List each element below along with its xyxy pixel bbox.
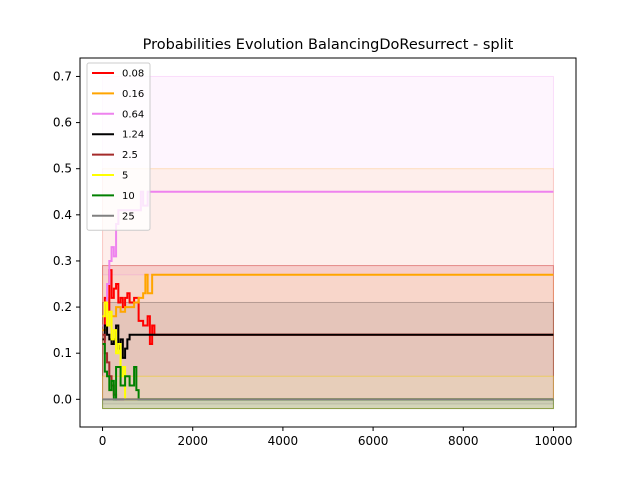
series-line-5 [102,301,554,401]
band-1.24 [102,301,554,410]
y-tick-label: 0.2 [53,300,72,314]
y-tick-label: 0.1 [53,346,72,360]
x-tick-label: 2000 [177,434,208,448]
legend-label: 0.08 [122,69,144,80]
x-tick-label: 6000 [358,434,389,448]
series-line-1.24 [102,324,554,359]
legend-label: 1.24 [122,130,144,141]
series-lines [102,190,554,401]
confidence-bands [102,75,554,410]
band-2.5 [102,265,554,410]
legend-box [86,62,151,231]
chart-title: Probabilities Evolution BalancingDoResur… [143,37,514,53]
y-tick-label: 0.3 [53,254,72,268]
y-tick-label: 0.5 [53,162,72,176]
legend-label: 2.5 [122,150,138,161]
band-0.08 [102,265,554,400]
y-tick-label: 0.4 [53,208,72,222]
x-axis: 0 2000 4000 6000 8000 10000 [99,427,573,448]
series-line-0.08 [102,269,554,345]
legend-label: 5 [122,171,128,182]
legend: 0.08 0.16 0.64 1.24 2.5 5 10 25 [86,62,151,231]
y-tick-label: 0.7 [53,69,72,83]
x-tick-label: 4000 [268,434,299,448]
legend-label: 0.64 [122,109,144,120]
y-tick-label: 0.0 [53,392,72,406]
legend-label: 25 [122,211,135,222]
y-axis: 0.0 0.1 0.2 0.3 0.4 0.5 0.6 0.7 [53,69,80,406]
legend-label: 10 [122,191,135,202]
band-0.16 [102,168,554,377]
band-5 [102,375,554,410]
x-tick-label: 8000 [448,434,479,448]
y-tick-label: 0.6 [53,116,72,130]
band-0.64 [102,75,554,276]
legend-label: 0.16 [122,89,144,100]
x-tick-label: 10000 [534,434,572,448]
x-tick-label: 0 [99,434,107,448]
series-line-10 [102,342,554,401]
axes-frame [79,57,577,428]
